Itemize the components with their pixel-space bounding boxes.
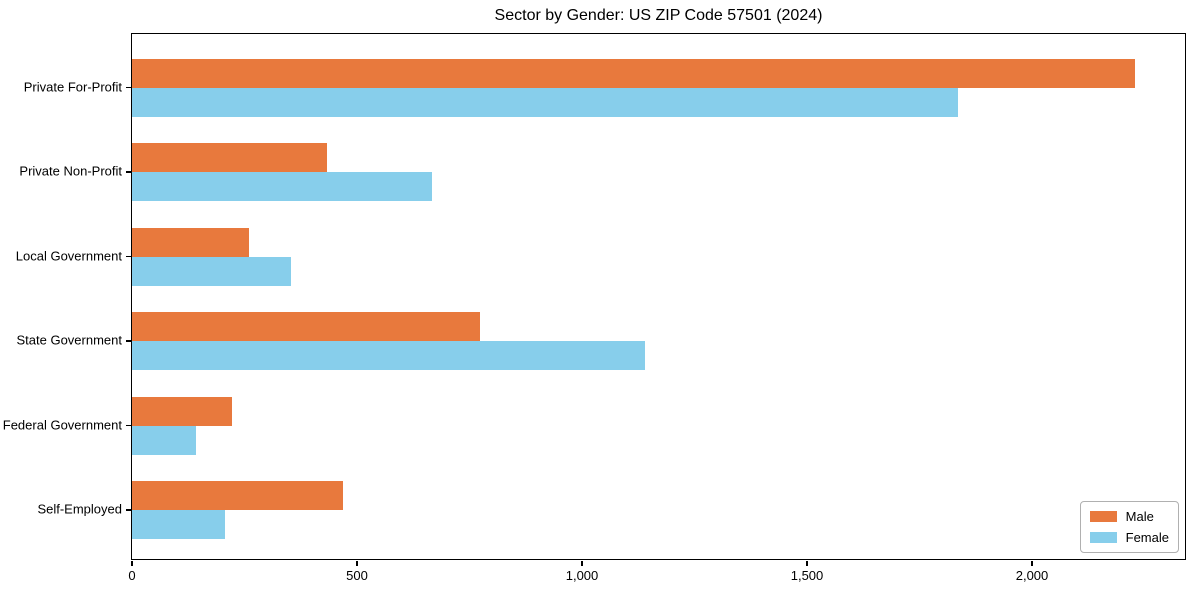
chart-title: Sector by Gender: US ZIP Code 57501 (202… (494, 7, 823, 24)
legend-swatch-male (1089, 511, 1117, 522)
y-label-federal-government: Federal Government (2, 417, 122, 432)
x-tick-label-500: 500 (346, 568, 368, 583)
x-tick-2-000 (1031, 560, 1033, 566)
legend-item-female: Female (1089, 530, 1169, 545)
y-tick-private-non-profit (125, 171, 131, 173)
legend: Male Female (1079, 501, 1179, 553)
legend-label-male: Male (1125, 509, 1154, 524)
y-tick-federal-government (125, 424, 131, 427)
x-tick-label-0: 0 (128, 568, 136, 583)
plot-area: Male Female 0 500 1,000 1,500 2,000 (125, 33, 1186, 583)
bar-female-private-for-profit (132, 87, 959, 117)
y-tick-private-for-profit (125, 86, 131, 89)
bar-male-private-for-profit (132, 58, 1135, 88)
x-tick-label-1-000: 1,000 (565, 568, 599, 583)
x-tick-label-2-000: 2,000 (1015, 568, 1049, 583)
bar-male-state-government (132, 312, 481, 341)
bar-female-self-employed (132, 510, 226, 539)
bar-female-local-government (132, 256, 291, 286)
x-tick-0 (131, 560, 133, 566)
y-tick-local-government (125, 255, 131, 258)
bar-male-self-employed (132, 481, 343, 510)
legend-item-male: Male (1089, 509, 1169, 524)
y-label-state-government: State Government (16, 332, 123, 348)
y-label-self-employed: Self-Employed (37, 501, 122, 517)
y-label-private-non-profit: Private Non-Profit (19, 163, 122, 179)
bar-female-state-government (132, 341, 646, 370)
x-tick-1-500 (806, 560, 808, 566)
y-axis-labels: Private For-Profit Private Non-Profit Loca… (0, 33, 122, 560)
y-tick-state-government (125, 340, 131, 342)
y-label-private-for-profit: Private For-Profit (23, 79, 122, 94)
x-tick-500 (356, 560, 358, 566)
y-tick-self-employed (125, 509, 131, 511)
x-tick-1-000 (581, 560, 583, 566)
bar-female-federal-government (132, 425, 197, 455)
bar-male-federal-government (132, 396, 232, 426)
x-tick-label-1-500: 1,500 (790, 568, 824, 583)
bar-male-private-non-profit (132, 143, 328, 172)
y-label-local-government: Local Government (15, 248, 122, 263)
bar-female-private-non-profit (132, 172, 433, 201)
bar-male-local-government (132, 227, 250, 257)
legend-swatch-female (1089, 532, 1117, 543)
legend-label-female: Female (1125, 530, 1169, 545)
